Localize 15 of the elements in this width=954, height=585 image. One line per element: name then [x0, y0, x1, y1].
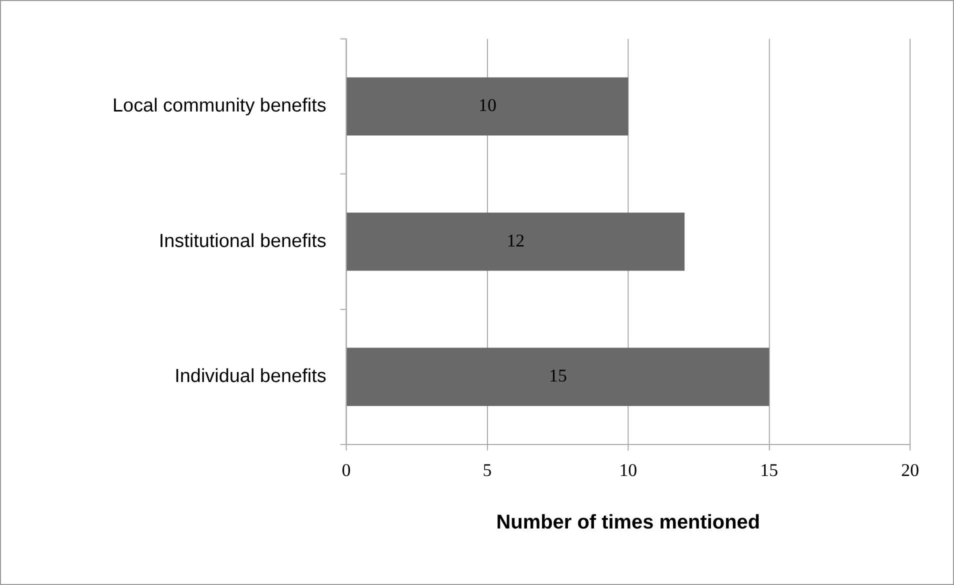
bar — [346, 348, 770, 406]
data-label: 12 — [506, 230, 525, 250]
bar — [346, 77, 628, 136]
bar — [346, 212, 685, 271]
data-label: 15 — [548, 366, 567, 386]
x-tick-label: 15 — [760, 460, 778, 480]
y-tick-label: Individual benefits — [174, 366, 326, 388]
x-tick-label: 20 — [901, 460, 920, 480]
x-tick-label: 0 — [342, 460, 351, 480]
data-label: 10 — [478, 95, 496, 116]
x-tick-label: 5 — [482, 460, 492, 480]
y-tick-label: Institutional benefits — [158, 230, 326, 252]
y-tick-label: Local community benefits — [112, 96, 326, 117]
x-axis-title: Number of times mentioned — [496, 512, 760, 534]
x-tick-label: 10 — [619, 460, 638, 480]
